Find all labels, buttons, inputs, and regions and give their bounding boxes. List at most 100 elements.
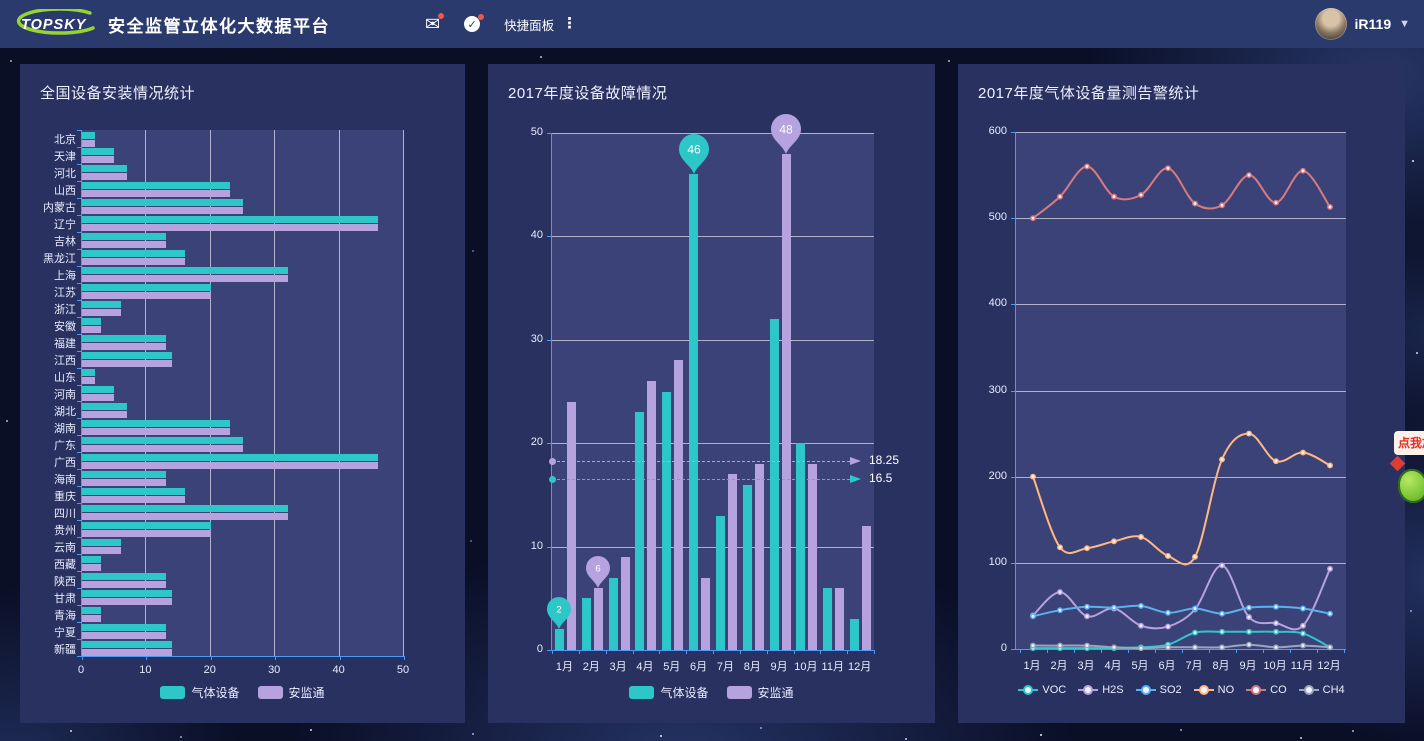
promo-character-icon[interactable] (1398, 469, 1424, 503)
panel3-title: 2017年度气体设备量测告警统计 (978, 85, 1200, 102)
point-CH4-1月 (1030, 642, 1036, 649)
bar-安监通-四川 (82, 512, 289, 520)
category-label-天津: 天津 (54, 151, 76, 164)
legend-item-NO[interactable]: NO (1193, 684, 1235, 696)
y-axis-tick (1011, 218, 1015, 220)
bar-安监通-江苏 (82, 292, 211, 300)
x-tick-label-50: 50 (396, 664, 410, 676)
y-axis-tick (1011, 476, 1015, 478)
bar-安监通-甘肃 (82, 597, 173, 605)
legend-item-气体设备[interactable]: 气体设备 (629, 684, 709, 701)
promo-sticker-bubble[interactable]: 点我加 (1394, 431, 1424, 455)
user-menu[interactable]: iR119 ▼ (1314, 0, 1410, 48)
x-axis-tick (1235, 649, 1237, 653)
point-CH4-9月 (1246, 641, 1252, 648)
x-tick-label-5月: 5月 (663, 661, 681, 673)
gridline-y-50 (552, 133, 874, 134)
legend-item-H2S[interactable]: H2S (1078, 684, 1124, 696)
x-tick-label-1月: 1月 (1023, 660, 1041, 672)
point-CH4-5月 (1138, 645, 1144, 652)
bar-气体设备-广西 (82, 453, 379, 461)
x-tick-label-4月: 4月 (1104, 660, 1122, 672)
bar-气体设备-青海 (82, 606, 102, 614)
x-axis-tick (713, 650, 714, 654)
menu-dots-icon[interactable]: ⋮ (562, 15, 578, 32)
y-axis-tick (77, 384, 81, 386)
x-axis-tick (1073, 649, 1075, 653)
y-axis-tick (77, 588, 81, 590)
x-axis-tick (404, 656, 405, 660)
y-axis-tick (77, 333, 81, 335)
bar-气体设备-12月 (850, 618, 860, 650)
legend-label: H2S (1102, 684, 1124, 696)
installation-chart-plot (77, 130, 405, 660)
gridline-x-30 (274, 130, 276, 656)
category-label-新疆: 新疆 (54, 643, 76, 656)
bar-安监通-辽宁 (82, 224, 379, 232)
y-tick-label-400: 400 (988, 297, 1007, 310)
legend-item-CH4[interactable]: CH4 (1298, 684, 1345, 696)
bar-气体设备-新疆 (82, 640, 173, 648)
y-axis-tick (77, 248, 81, 250)
x-tick-label-12月: 12月 (847, 661, 872, 673)
bar-气体设备-7月 (715, 515, 725, 650)
y-axis-tick (77, 537, 81, 539)
legend-item-VOC[interactable]: VOC (1018, 684, 1066, 696)
bar-气体设备-上海 (82, 267, 289, 275)
x-tick-label-2月: 2月 (582, 661, 600, 673)
legend-swatch (629, 686, 655, 699)
check-circle-icon[interactable]: ✓ (464, 14, 485, 32)
bar-气体设备-四川 (82, 504, 289, 512)
avatar[interactable] (1314, 8, 1347, 40)
panel2-title: 2017年度设备故障情况 (508, 85, 668, 102)
category-label-甘肃: 甘肃 (54, 592, 76, 605)
x-tick-label-2月: 2月 (1050, 660, 1068, 672)
point-SO2-7月 (1192, 605, 1198, 612)
bar-气体设备-10月 (796, 443, 806, 650)
legend-marker-dot (1023, 685, 1034, 695)
legend-item-SO2[interactable]: SO2 (1135, 684, 1182, 696)
y-axis-tick (77, 197, 81, 199)
bar-气体设备-福建 (82, 335, 166, 343)
category-label-广西: 广西 (54, 456, 76, 469)
point-NO-3月 (1084, 545, 1090, 552)
x-axis-tick (1100, 649, 1102, 653)
x-tick-label-12月: 12月 (1317, 660, 1341, 672)
bar-气体设备-8月 (742, 484, 752, 650)
x-tick-label-3月: 3月 (1077, 660, 1095, 672)
bar-气体设备-黑龙江 (82, 250, 186, 258)
point-CO-6月 (1165, 165, 1171, 172)
category-label-江西: 江西 (54, 355, 76, 368)
topsky-logo[interactable]: TOPSKY (10, 9, 96, 39)
legend-marker-dot (1303, 685, 1314, 695)
username: iR119 (1354, 16, 1392, 32)
legend-item-CO[interactable]: CO (1246, 684, 1287, 696)
category-label-河北: 河北 (54, 168, 76, 181)
markpoint-value: 48 (779, 122, 793, 136)
point-CH4-7月 (1192, 644, 1198, 651)
bar-气体设备-1月 (554, 629, 564, 650)
mail-badge (438, 13, 445, 19)
x-tick-label-11月: 11月 (821, 661, 844, 673)
quick-panel-label: 快捷面板 (504, 18, 555, 33)
y-axis-tick (77, 486, 81, 488)
bar-气体设备-河北 (82, 165, 128, 173)
x-axis-tick (874, 650, 875, 654)
quick-panel[interactable]: 快捷面板 ⋮ (504, 15, 577, 34)
category-label-青海: 青海 (54, 609, 76, 622)
point-NO-5月 (1138, 534, 1144, 540)
app-title: 安全监管立体化大数据平台 (108, 16, 330, 36)
x-axis-tick (146, 656, 148, 660)
mail-icon[interactable]: ✉ (425, 13, 445, 33)
legend-item-安监通[interactable]: 安监通 (726, 684, 794, 701)
category-label-云南: 云南 (54, 541, 76, 554)
point-CO-12月 (1327, 204, 1333, 210)
y-axis-tick (77, 435, 81, 437)
legend-item-安监通[interactable]: 安监通 (257, 684, 325, 701)
y-axis-tick (77, 316, 81, 318)
legend-item-气体设备[interactable]: 气体设备 (160, 684, 240, 701)
legend-label: 气体设备 (660, 686, 709, 700)
x-axis-tick (275, 656, 277, 660)
legend-label: NO (1217, 684, 1235, 696)
bar-安监通-8月 (754, 463, 764, 650)
